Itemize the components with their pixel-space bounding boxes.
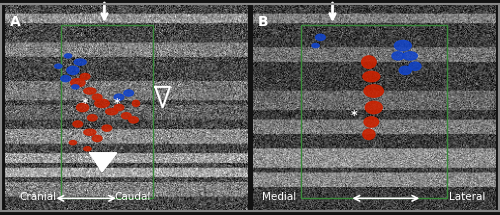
Text: Caudal: Caudal [114,192,150,203]
Ellipse shape [73,121,83,127]
Ellipse shape [399,66,411,74]
Ellipse shape [70,141,76,145]
Bar [61,25,153,198]
Ellipse shape [74,59,86,65]
Ellipse shape [394,40,411,51]
Ellipse shape [64,54,71,58]
Text: *: * [82,97,88,110]
Ellipse shape [312,43,319,48]
Ellipse shape [403,52,417,60]
Text: *: * [114,97,120,110]
Ellipse shape [92,94,102,100]
Ellipse shape [114,94,124,100]
Ellipse shape [362,56,376,68]
Ellipse shape [92,135,102,141]
Ellipse shape [76,103,88,112]
Ellipse shape [128,117,138,123]
Text: B: B [258,15,268,29]
Ellipse shape [84,88,96,94]
Text: Medial: Medial [262,192,296,203]
Ellipse shape [124,90,134,96]
Ellipse shape [364,117,378,127]
Ellipse shape [363,129,375,140]
Ellipse shape [54,64,62,68]
Ellipse shape [84,147,91,151]
Polygon shape [90,153,117,172]
Ellipse shape [114,104,124,111]
Text: Lateral: Lateral [449,192,486,203]
Ellipse shape [84,129,96,135]
Text: A: A [10,15,20,29]
Ellipse shape [67,66,79,74]
Ellipse shape [132,100,140,106]
Ellipse shape [392,52,404,60]
Ellipse shape [102,125,112,131]
Ellipse shape [70,79,85,87]
Ellipse shape [80,74,90,80]
Ellipse shape [94,99,110,108]
Ellipse shape [61,75,70,82]
Ellipse shape [409,62,421,70]
Ellipse shape [363,71,380,82]
Ellipse shape [106,109,118,115]
Bar [301,25,446,198]
Ellipse shape [316,34,325,40]
Ellipse shape [72,85,79,89]
Ellipse shape [88,115,97,121]
Ellipse shape [366,101,382,114]
Ellipse shape [122,113,131,119]
Text: Cranial: Cranial [20,192,57,203]
Text: *: * [351,109,358,122]
Ellipse shape [364,85,384,97]
